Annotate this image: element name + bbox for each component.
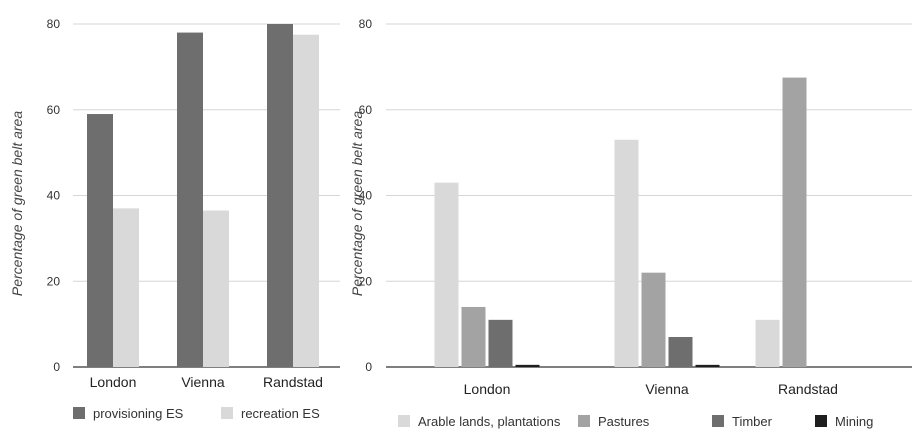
legend-label: recreation ES <box>241 406 320 421</box>
chart-provisioning-recreation: 0 20 40 60 80 Percentage of green belt area Lo… <box>9 17 340 421</box>
x-category-label: Vienna <box>645 381 689 397</box>
legend-swatch <box>815 415 827 427</box>
y-tick-label: 60 <box>359 103 373 117</box>
chart-land-use: 0 20 40 60 80 Percentage of green belt area Lo… <box>349 17 912 429</box>
bar-provisioning-es-randstad <box>267 24 293 367</box>
legend-label: Pastures <box>598 414 650 429</box>
legend-swatch <box>221 407 233 419</box>
y-tick-label: 40 <box>47 189 61 203</box>
bar-provisioning-es-london <box>87 114 113 367</box>
bar-recreation-es-randstad <box>293 34 319 367</box>
x-category-label: Randstad <box>778 381 838 397</box>
y-tick-label: 0 <box>53 360 60 374</box>
y-tick-label: 40 <box>359 189 373 203</box>
bar-mining-london <box>515 364 540 367</box>
legend-label: Timber <box>732 414 773 429</box>
x-category-label: London <box>464 381 511 397</box>
y-tick-label: 20 <box>47 274 61 288</box>
bar-arable-lands-plantations-vienna <box>614 139 639 367</box>
bar-timber-vienna <box>668 336 693 367</box>
bar-pastures-vienna <box>641 272 666 367</box>
y-tick-label: 20 <box>359 274 373 288</box>
bar-pastures-randstad <box>782 77 807 367</box>
y-axis-label: Percentage of green belt area <box>9 111 25 296</box>
bar-recreation-es-vienna <box>203 210 229 367</box>
bar-arable-lands-plantations-london <box>434 182 459 367</box>
legend-swatch <box>578 415 590 427</box>
y-tick-label: 80 <box>359 17 373 31</box>
y-tick-label: 0 <box>365 360 372 374</box>
x-category-label: Randstad <box>263 374 323 390</box>
legend-swatch <box>73 407 85 419</box>
legend-label: Arable lands, plantations <box>418 414 561 429</box>
x-category-label: Vienna <box>181 374 225 390</box>
legend-swatch <box>712 415 724 427</box>
x-category-label: London <box>90 374 137 390</box>
legend-label: Mining <box>835 414 873 429</box>
bar-recreation-es-london <box>113 208 139 367</box>
y-axis-label: Percentage of green belt area <box>349 111 365 296</box>
bar-pastures-london <box>461 306 486 367</box>
bar-mining-vienna <box>695 364 720 367</box>
y-tick-label: 60 <box>47 103 61 117</box>
bar-timber-london <box>488 319 513 367</box>
legend-swatch <box>398 415 410 427</box>
bar-provisioning-es-vienna <box>177 32 203 367</box>
bar-arable-lands-plantations-randstad <box>755 319 780 367</box>
legend-label: provisioning ES <box>93 406 184 421</box>
y-tick-label: 80 <box>47 17 61 31</box>
